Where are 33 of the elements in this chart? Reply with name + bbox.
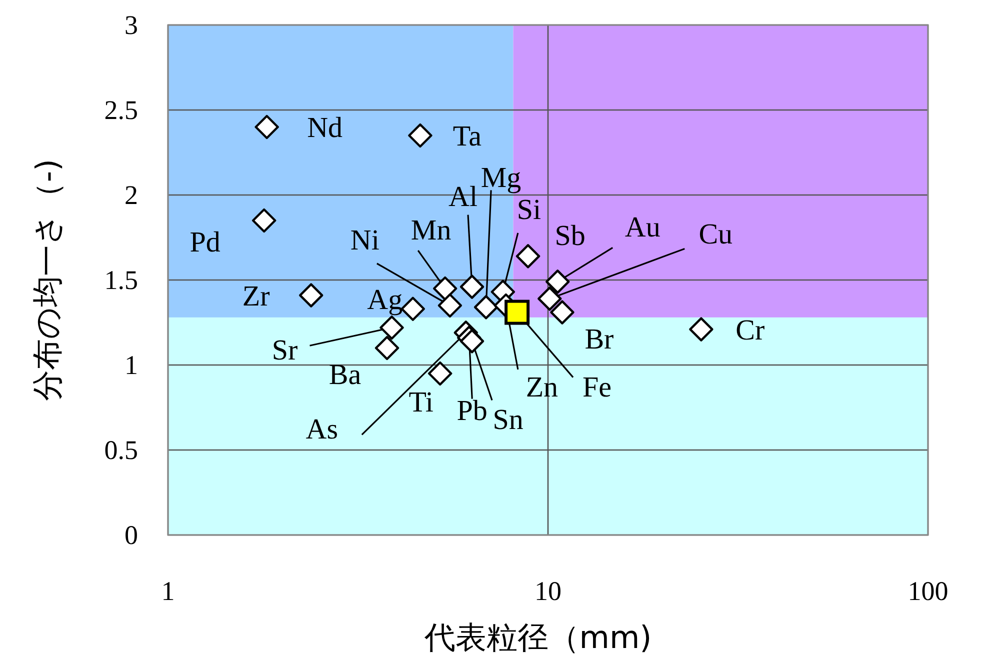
x-tick-label: 1 bbox=[161, 576, 175, 606]
data-label: Pb bbox=[456, 394, 488, 427]
data-label: Ba bbox=[328, 359, 362, 391]
data-label: Fe bbox=[582, 371, 612, 404]
data-label: Cr bbox=[736, 314, 766, 346]
y-tick-label: 0 bbox=[124, 520, 138, 550]
data-label: Ta bbox=[452, 120, 482, 152]
data-label: Ni bbox=[350, 224, 380, 256]
y-tick-label: 1.5 bbox=[104, 265, 138, 295]
data-label: Si bbox=[516, 194, 542, 226]
data-label: As bbox=[306, 414, 338, 446]
data-label: Sb bbox=[554, 220, 586, 252]
data-label: Ag bbox=[367, 284, 403, 316]
x-axis-title: 代表粒径（mm) bbox=[423, 620, 652, 656]
data-label: Ti bbox=[408, 386, 434, 418]
y-tick-label: 2.5 bbox=[104, 95, 138, 125]
x-tick-label: 10 bbox=[534, 576, 562, 606]
data-label: Nd bbox=[307, 112, 344, 144]
y-tick-label: 2 bbox=[124, 180, 138, 210]
x-tick-label: 100 bbox=[908, 576, 948, 606]
data-label: Mg bbox=[480, 162, 522, 194]
data-label: Sr bbox=[272, 334, 298, 367]
data-label: Mn bbox=[410, 214, 452, 246]
data-label: Au bbox=[624, 212, 660, 244]
data-label: Zr bbox=[242, 280, 270, 312]
data-label: Pd bbox=[190, 226, 221, 258]
y-tick-label: 0.5 bbox=[104, 435, 138, 465]
data-label: Cu bbox=[698, 218, 733, 251]
data-label: Br bbox=[584, 323, 614, 356]
data-label: Sn bbox=[492, 404, 524, 436]
y-tick-label: 1 bbox=[124, 350, 138, 380]
y-axis-title: 分布の均一さ（-) bbox=[30, 158, 66, 402]
y-tick-label: 3 bbox=[124, 10, 138, 40]
